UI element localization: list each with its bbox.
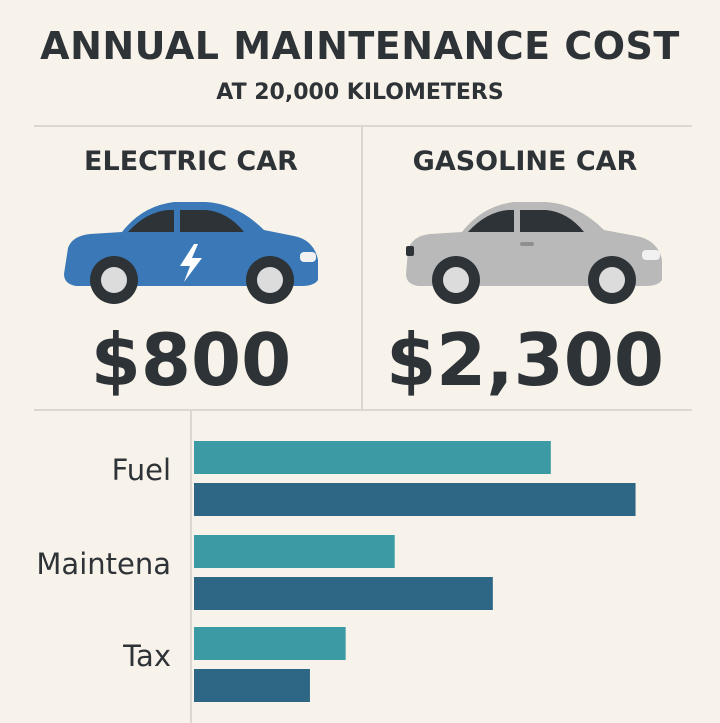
bar-maintena-series-1: [194, 535, 395, 568]
gasoline-car-price: $2,300: [386, 318, 664, 402]
category-label-fuel: Fuel: [112, 453, 171, 487]
gasoline-car-headlight: [642, 250, 660, 260]
category-label-tax: Tax: [122, 639, 171, 673]
electric-car-window-front: [128, 210, 174, 232]
top-divider: [34, 125, 692, 127]
page-subtitle: AT 20,000 KILOMETERS: [216, 80, 504, 105]
gasoline-car-door-handle: [520, 242, 534, 246]
chart-axis-line: [190, 411, 192, 723]
panel-divider: [361, 127, 363, 409]
gasoline-car-icon: [406, 202, 662, 304]
lightning-bolt-icon: [180, 244, 202, 282]
electric-car-label: ELECTRIC CAR: [84, 146, 298, 177]
gasoline-car-window-front: [468, 210, 514, 232]
bar-tax-series-1: [194, 627, 346, 660]
middle-divider: [34, 409, 692, 411]
bar-maintena-series-2: [194, 577, 493, 610]
bar-fuel-series-2: [194, 483, 636, 516]
electric-car-price: $800: [90, 318, 292, 402]
electric-car-window-rear: [180, 210, 244, 232]
gasoline-car-taillight: [406, 246, 414, 256]
bar-fuel-series-1: [194, 441, 551, 474]
gasoline-car-window-rear: [520, 210, 584, 232]
bar-tax-series-2: [194, 669, 310, 702]
category-label-maintena: Maintena: [36, 547, 171, 581]
gasoline-car-label: GASOLINE CAR: [412, 146, 638, 177]
electric-car-icon: [64, 202, 318, 304]
page-title: ANNUAL MAINTENANCE COST: [40, 24, 680, 68]
electric-car-headlight: [300, 252, 316, 262]
